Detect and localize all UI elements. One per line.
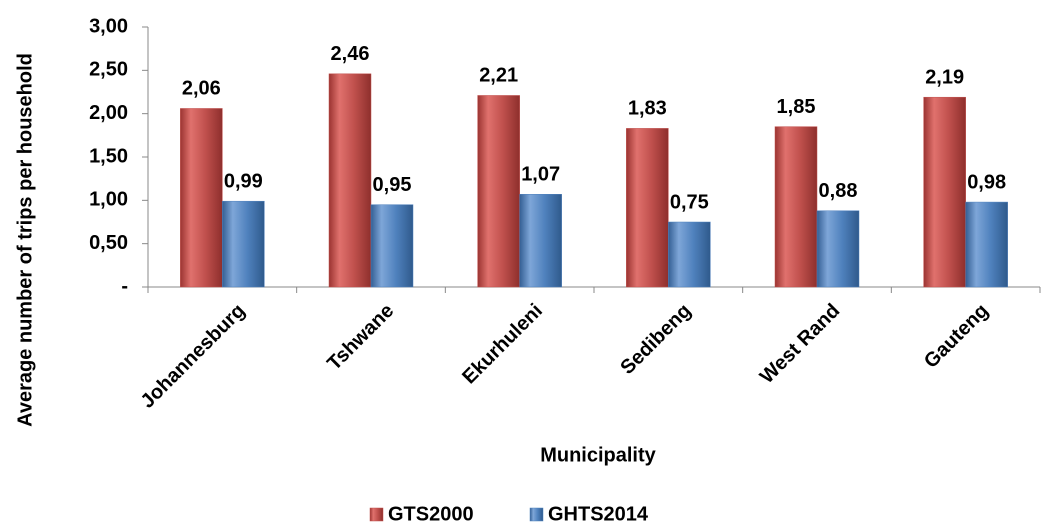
y-tick-label: 2,00 xyxy=(89,102,128,124)
x-tick-label: Tshwane xyxy=(323,300,398,375)
y-tick-label: - xyxy=(121,275,128,297)
x-tick-label: Johannesburg xyxy=(137,300,250,413)
y-tick-label: 0,50 xyxy=(89,232,128,254)
value-label: 0,75 xyxy=(670,191,709,213)
bar xyxy=(477,95,520,288)
x-axis-title: Municipality xyxy=(540,444,656,466)
value-label: 1,85 xyxy=(777,96,816,118)
bar xyxy=(923,96,966,288)
value-label: 2,19 xyxy=(925,66,964,88)
y-tick-label: 1,00 xyxy=(89,189,128,211)
value-label: 1,07 xyxy=(521,164,560,186)
x-tick-label: West Rand xyxy=(756,300,844,388)
bar xyxy=(370,204,414,288)
value-label: 2,06 xyxy=(182,78,221,100)
bar xyxy=(328,73,372,288)
legend-swatch xyxy=(529,507,544,522)
legend-label: GHTS2014 xyxy=(548,503,649,525)
y-tick-label: 1,50 xyxy=(89,145,128,167)
y-tick-label: 2,50 xyxy=(89,59,128,81)
value-label: 2,21 xyxy=(479,65,518,87)
value-label: 2,46 xyxy=(331,43,370,65)
value-label: 0,88 xyxy=(819,180,858,202)
value-label: 0,95 xyxy=(373,174,412,196)
legend-swatch xyxy=(369,507,384,522)
bar xyxy=(816,210,860,288)
bar xyxy=(774,126,818,288)
bar xyxy=(519,194,562,288)
bar xyxy=(222,200,265,288)
legend-label: GTS2000 xyxy=(388,503,474,525)
value-label: 0,98 xyxy=(967,171,1006,193)
y-tick-label: 3,00 xyxy=(89,15,128,37)
value-label: 1,83 xyxy=(628,98,667,120)
value-label: 0,99 xyxy=(224,170,263,192)
bar xyxy=(965,201,1008,288)
bar xyxy=(626,128,669,288)
x-tick-label: Sedibeng xyxy=(616,300,695,379)
x-tick-label: Ekurhuleni xyxy=(458,300,547,389)
bar xyxy=(180,108,223,288)
y-axis-title: Average number of trips per household xyxy=(14,53,36,427)
x-tick-label: Gauteng xyxy=(920,300,993,373)
bar xyxy=(668,221,711,288)
